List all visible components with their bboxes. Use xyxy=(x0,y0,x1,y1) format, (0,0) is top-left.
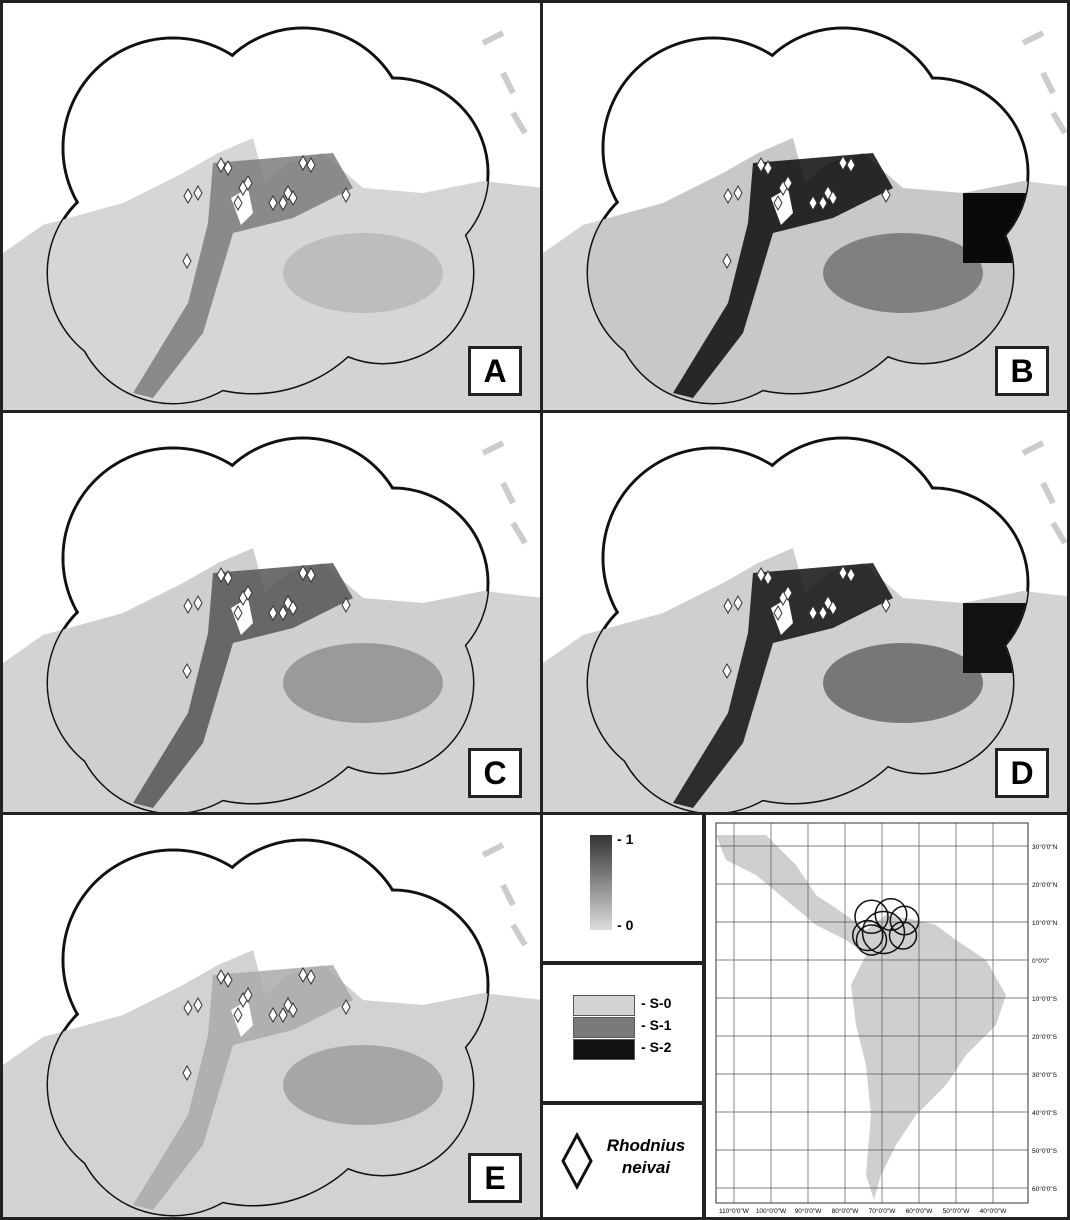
islands xyxy=(483,443,525,543)
legend-high: - 1 xyxy=(617,831,633,847)
lat-label: 10°0'0"S xyxy=(1032,995,1058,1003)
model-blot xyxy=(283,643,443,723)
gradient-bar xyxy=(590,835,612,930)
map-panel: A xyxy=(0,0,543,413)
map-svg xyxy=(3,815,543,1220)
map-panel: B xyxy=(540,0,1070,413)
map-svg xyxy=(543,413,1070,815)
map-svg xyxy=(543,3,1070,413)
class-label: - S-1 xyxy=(641,1017,671,1033)
map-panel: C xyxy=(0,410,543,815)
model-blot xyxy=(823,233,983,313)
class-swatch xyxy=(573,1039,635,1060)
lon-label: 110°0'0"W xyxy=(719,1207,750,1215)
legend-low-value: 0 xyxy=(626,917,634,933)
islands xyxy=(1023,443,1065,543)
panel-label: E xyxy=(468,1153,522,1203)
lon-label: 40°0'0"W xyxy=(980,1207,1008,1215)
species-name: Rhodnius neivai xyxy=(601,1135,691,1179)
model-blot xyxy=(283,1045,443,1125)
class-label: - S-0 xyxy=(641,995,671,1011)
lat-label: 30°0'0"S xyxy=(1032,1071,1058,1079)
lon-label: 80°0'0"W xyxy=(832,1207,860,1215)
locator-svg: 30°0'0"N 20°0'0"N 10°0'0"N 0°0'0" 10°0'0"S 20… xyxy=(706,815,1070,1220)
lat-label: 20°0'0"S xyxy=(1032,1033,1058,1041)
map-svg xyxy=(3,3,543,413)
panel-label: B xyxy=(995,346,1049,396)
islands xyxy=(483,845,525,945)
legend-classes: - S-0 - S-1 - S-2 xyxy=(540,962,705,1104)
panel-label: C xyxy=(468,748,522,798)
class-label: - S-2 xyxy=(641,1039,671,1055)
lon-label: 50°0'0"W xyxy=(943,1207,971,1215)
legend-species: Rhodnius neivai xyxy=(540,1102,705,1220)
class-text: S-1 xyxy=(650,1017,672,1033)
lon-label: 70°0'0"W xyxy=(869,1207,897,1215)
figure: - 1 - 0 - S-0- S-1- S-2 Rhodnius neivai … xyxy=(0,0,1070,1220)
diamond-symbol xyxy=(557,1131,597,1191)
model-blot xyxy=(823,643,983,723)
legend-high-value: 1 xyxy=(626,831,634,847)
lat-label: 10°0'0"N xyxy=(1032,919,1058,927)
lon-label: 100°0'0"W xyxy=(756,1207,787,1215)
map-panel: D xyxy=(540,410,1070,815)
locator-map: 30°0'0"N 20°0'0"N 10°0'0"N 0°0'0" 10°0'0"S 20… xyxy=(703,812,1070,1220)
lat-label: 20°0'0"N xyxy=(1032,881,1058,889)
americas xyxy=(716,835,1006,1200)
class-swatch xyxy=(573,995,635,1016)
lat-label: 0°0'0" xyxy=(1032,957,1050,965)
lat-label: 30°0'0"N xyxy=(1032,843,1058,851)
class-text: S-0 xyxy=(650,995,672,1011)
islands xyxy=(1023,33,1065,133)
legend-low: - 0 xyxy=(617,917,633,933)
class-text: S-2 xyxy=(650,1039,672,1055)
panel-label: D xyxy=(995,748,1049,798)
panel-label: A xyxy=(468,346,522,396)
model-blot xyxy=(283,233,443,313)
lon-label: 90°0'0"W xyxy=(795,1207,823,1215)
lat-label: 40°0'0"S xyxy=(1032,1109,1058,1117)
class-swatch xyxy=(573,1017,635,1038)
lat-label: 50°0'0"S xyxy=(1032,1147,1058,1155)
lon-label: 60°0'0"W xyxy=(906,1207,934,1215)
lat-label: 60°0'0"S xyxy=(1032,1185,1058,1193)
legend-continuous: - 1 - 0 xyxy=(540,812,705,964)
map-svg xyxy=(3,413,543,815)
islands xyxy=(483,33,525,133)
map-panel: E xyxy=(0,812,543,1220)
